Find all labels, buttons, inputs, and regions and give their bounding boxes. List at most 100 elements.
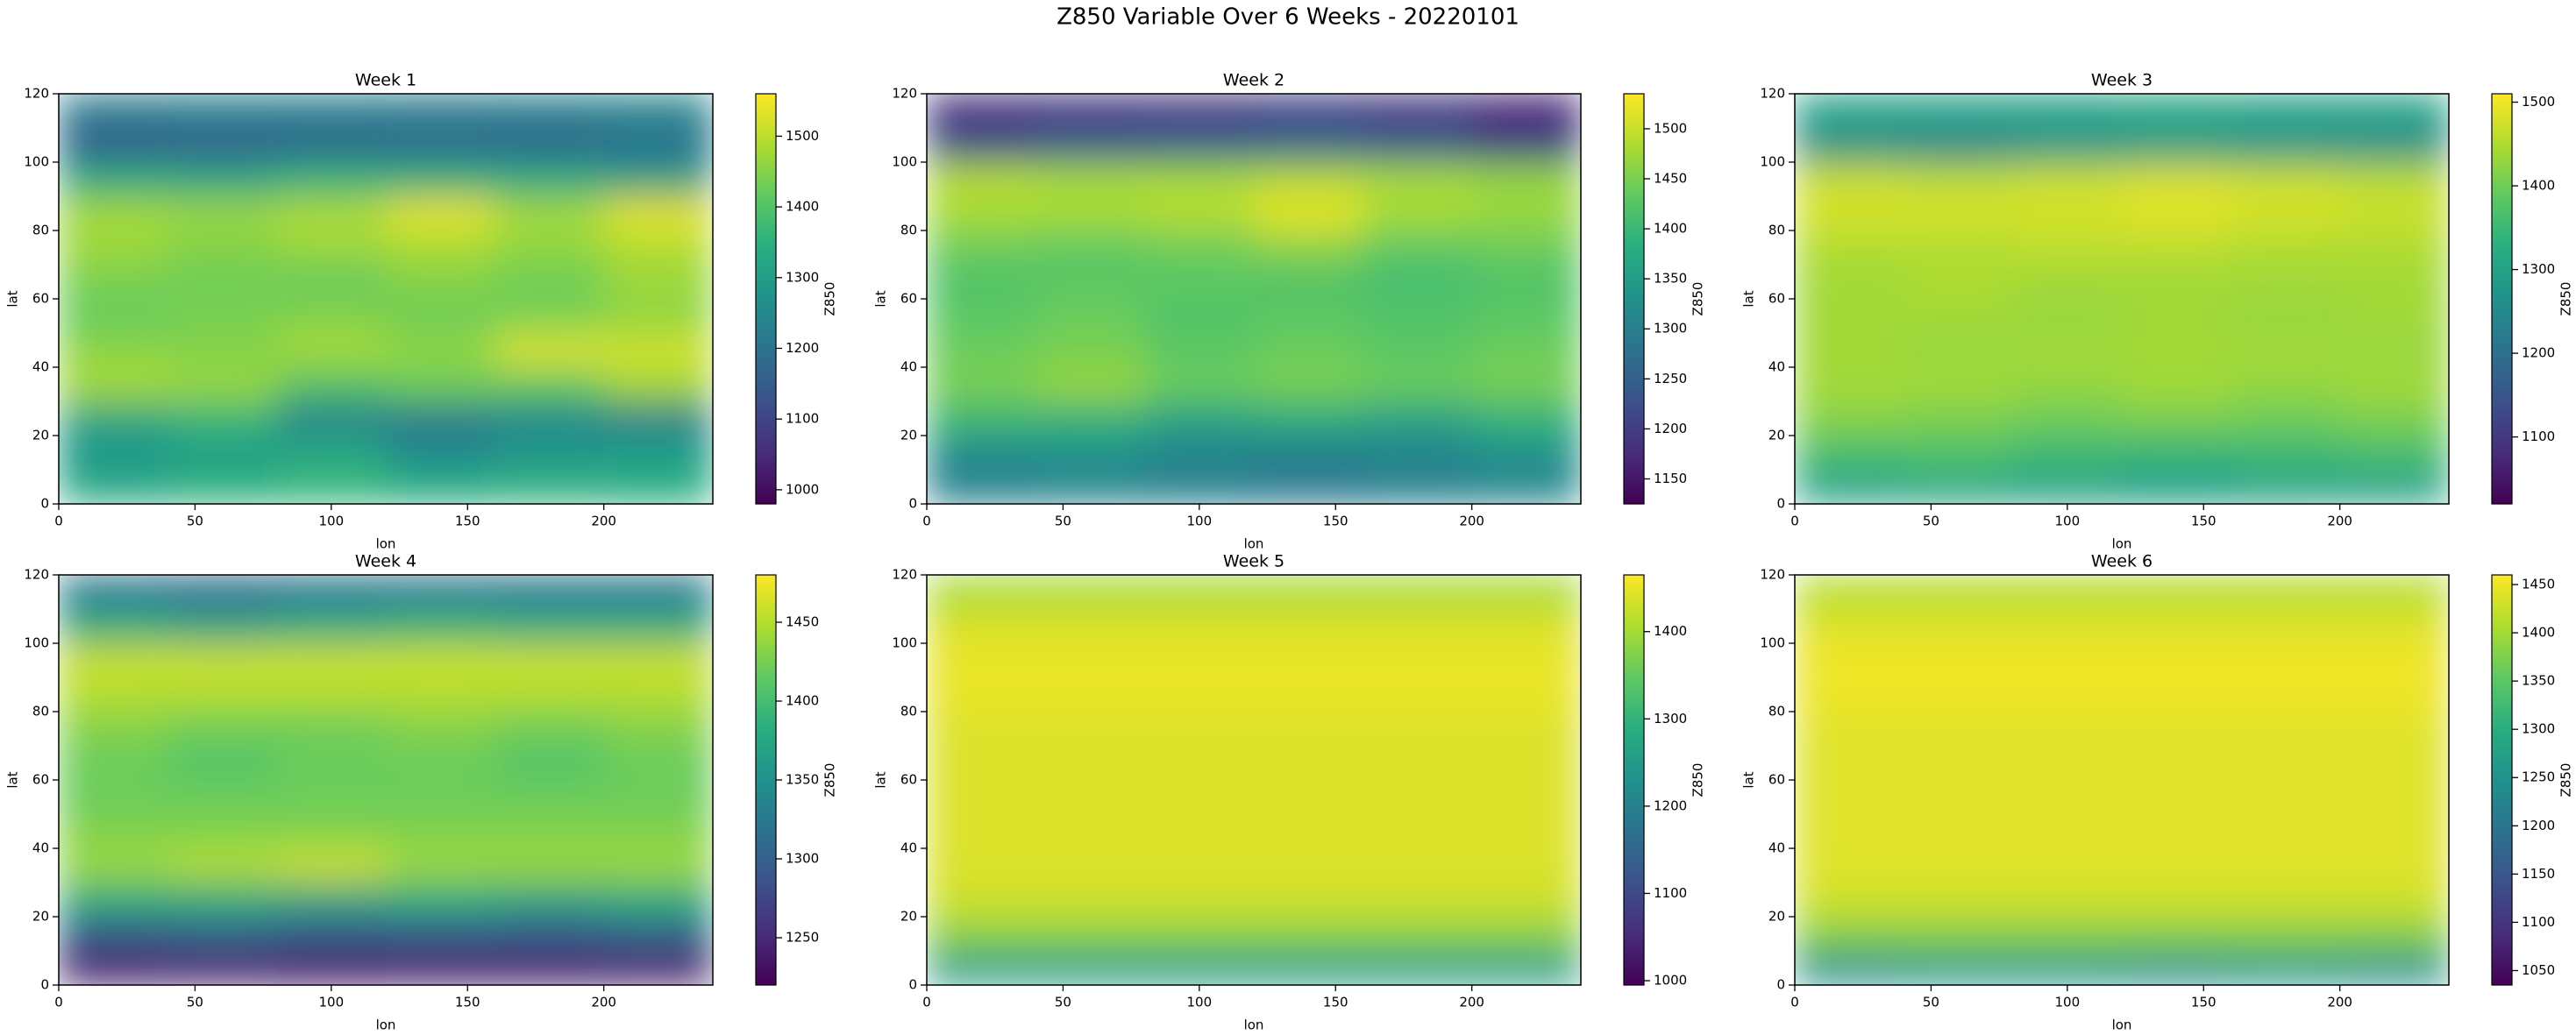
cell [59, 299, 168, 334]
cell [1254, 333, 1363, 368]
cell [1904, 470, 2014, 504]
cell [2231, 128, 2341, 163]
cell [2231, 94, 2341, 129]
y-axis-label: lat [873, 771, 889, 788]
cell [2339, 470, 2449, 504]
colorbar-tick-label: 1200 [2522, 345, 2555, 361]
cell [1471, 436, 1581, 471]
cell [59, 712, 168, 747]
cell [1904, 128, 2014, 163]
cell [2122, 712, 2231, 747]
cell [1035, 470, 1146, 504]
cell [603, 230, 713, 266]
cell [1035, 643, 1146, 678]
cell [167, 643, 278, 678]
cell [1795, 677, 1904, 712]
cell [2231, 401, 2341, 436]
colorbar [755, 93, 777, 505]
cell [603, 780, 713, 815]
cell [2122, 128, 2231, 163]
y-tick-label: 80 [900, 704, 917, 720]
y-tick-label: 60 [900, 772, 917, 788]
x-tick-label: 200 [2327, 995, 2352, 1010]
cell [2012, 367, 2123, 402]
y-tick-label: 20 [900, 428, 917, 443]
x-axis-label: lon [2112, 1017, 2132, 1033]
cell [2231, 643, 2341, 678]
cell [1363, 128, 1473, 163]
cell [1035, 575, 1146, 610]
cell [927, 951, 1036, 985]
y-tick-label: 80 [32, 223, 49, 238]
cell [1904, 230, 2014, 266]
cell [276, 162, 387, 197]
cell [603, 94, 713, 129]
cell [1035, 917, 1146, 952]
x-tick-label: 200 [591, 514, 616, 529]
cell [603, 609, 713, 644]
cell [1035, 128, 1146, 163]
cell [2012, 917, 2123, 952]
cell [2122, 230, 2231, 266]
colorbar-tick-label: 1400 [2522, 178, 2555, 194]
colorbar-tick-label: 1350 [2522, 673, 2555, 689]
cell [386, 196, 495, 231]
heatmap [59, 575, 713, 985]
cell [2122, 470, 2231, 504]
cell [603, 265, 713, 300]
cell [2231, 917, 2341, 952]
cell [1035, 951, 1146, 985]
cell [386, 609, 495, 644]
cell [2122, 917, 2231, 952]
colorbar-tick-label: 1200 [786, 340, 819, 356]
x-tick-label: 150 [455, 514, 480, 529]
cell [59, 917, 168, 952]
cell [386, 746, 495, 781]
y-axis-label: lat [5, 290, 21, 307]
cell [495, 677, 605, 712]
cell [59, 333, 168, 368]
cell [495, 643, 605, 678]
cell [1363, 436, 1473, 471]
x-tick-label: 150 [1323, 514, 1348, 529]
cell [167, 265, 278, 300]
cell [1795, 333, 1904, 368]
cell [495, 230, 605, 266]
cell [927, 94, 1036, 129]
cell [927, 917, 1036, 952]
cell [1144, 436, 1255, 471]
cell [495, 470, 605, 504]
cell [1254, 230, 1363, 266]
x-tick-label: 200 [1459, 995, 1484, 1010]
cell [603, 712, 713, 747]
cell [1795, 299, 1904, 334]
cell [1254, 951, 1363, 985]
cell [386, 917, 495, 952]
colorbar [2491, 574, 2513, 986]
cell [603, 299, 713, 334]
cell [386, 401, 495, 436]
colorbar-tick-label: 1400 [1654, 623, 1687, 639]
cell [386, 367, 495, 402]
cell [59, 367, 168, 402]
cell [2122, 575, 2231, 610]
cell [167, 162, 278, 197]
cell [167, 575, 278, 610]
cell [2339, 436, 2449, 471]
cell [276, 951, 387, 985]
x-tick-label: 50 [1923, 514, 1939, 529]
cell [1471, 230, 1581, 266]
cell [1795, 643, 1904, 678]
cell [2122, 609, 2231, 644]
cell [1795, 436, 1904, 471]
cell [1904, 575, 2014, 610]
cell [495, 746, 605, 781]
cell [386, 677, 495, 712]
cell [1904, 951, 2014, 985]
y-tick-label: 80 [32, 704, 49, 720]
cell [1363, 814, 1473, 849]
x-tick-label: 100 [319, 995, 345, 1010]
colorbar-tick-label: 1100 [786, 411, 819, 427]
colorbar [2491, 93, 2513, 505]
cell [495, 780, 605, 815]
